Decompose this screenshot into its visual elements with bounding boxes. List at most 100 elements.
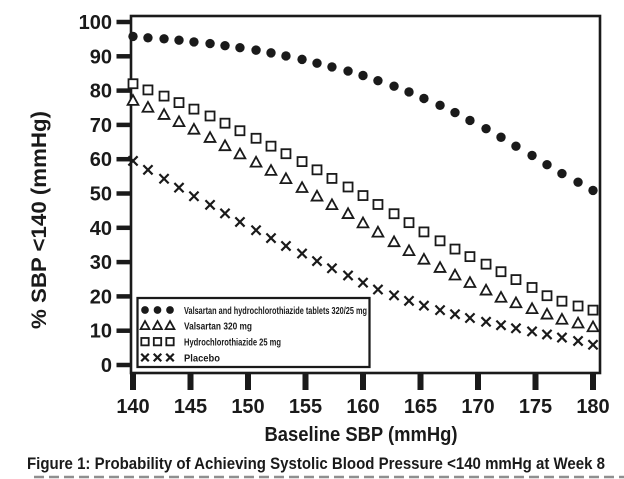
data-point [371,224,385,238]
data-point [219,117,231,129]
y-axis-title: % SBP <140 (mmHg) [28,111,51,329]
data-point [402,243,416,257]
data-point [172,114,186,128]
data-point [541,290,553,302]
data-point [187,122,201,135]
data-point [495,319,507,331]
data-point [141,100,155,113]
data-point [204,110,216,122]
data-point [142,164,154,176]
data-point [174,35,184,45]
data-point [494,290,508,303]
legend-label: Valsartan 320 mg [184,321,252,333]
open-square-legend-icon [140,337,150,347]
y-tick-label: 0 [101,355,112,377]
data-point [250,224,262,236]
data-point [540,306,554,320]
x-tick-label: 160 [346,396,379,418]
filled-circle-legend-icon [166,306,174,314]
data-point [173,182,185,194]
series-2 [126,93,600,333]
data-point [265,140,277,152]
data-point [525,301,539,314]
x-tick-label: 155 [289,396,322,418]
x-tick-label: 180 [576,396,609,418]
data-point [343,66,353,76]
open-triangle-legend-icon [151,319,164,331]
data-point [387,234,401,248]
data-point [526,326,538,337]
data-point [388,208,400,220]
data-point [143,33,153,43]
data-point [356,215,370,229]
y-tick-label: 20 [90,286,112,308]
data-point [556,332,568,343]
y-tick-label: 90 [90,46,112,68]
y-tick-label: 60 [90,149,112,171]
data-point [265,232,277,244]
data-point [127,155,139,167]
data-point [555,312,569,325]
data-point [510,274,522,285]
data-point [433,260,447,273]
data-point [449,308,461,320]
y-tick-label: 40 [90,218,112,240]
data-point [264,163,278,176]
data-point [127,78,139,90]
data-point [279,171,293,184]
data-point [204,199,216,211]
data-point [296,248,308,259]
data-point [481,123,491,134]
data-point [158,90,170,102]
data-point [341,206,355,219]
data-point [342,270,354,281]
data-point [495,266,507,278]
y-tick-label: 10 [90,321,112,343]
y-tick-label: 70 [90,115,112,137]
data-point [403,217,415,229]
data-point [372,199,384,210]
data-point [158,173,170,185]
legend-label: Placebo [184,352,220,364]
y-tick-label: 100 [79,12,112,34]
data-point [295,180,309,193]
data-point [587,339,599,351]
x-tick-label: 165 [404,396,437,418]
data-point [480,316,492,328]
data-point [510,322,522,334]
data-point [434,304,446,316]
data-point [417,252,431,265]
data-point [311,164,323,176]
data-point [526,282,538,293]
figure-caption: Figure 1: Probability of Achieving Systo… [27,454,605,473]
data-point [326,262,338,274]
data-point [511,141,521,151]
data-point [572,335,584,347]
data-point [205,38,215,49]
data-point [234,216,246,228]
legend-label: Hydrochlorothiazide 25 mg [184,336,281,348]
open-triangle-legend-icon [164,319,176,331]
data-point [435,100,445,111]
legend-label: Valsartan and hydrochlorothiazide tablet… [184,305,367,317]
data-point [280,148,292,160]
series-4 [127,155,599,351]
data-point [418,300,430,312]
data-point [311,255,323,267]
x-axis-title: Baseline SBP (mmHg) [265,424,458,446]
data-point [173,97,185,109]
data-point [556,295,568,307]
y-tick-label: 30 [90,252,112,274]
data-point [372,284,384,295]
data-point [358,70,368,81]
data-point [542,159,552,170]
data-point [310,188,324,202]
x-tick-label: 145 [174,396,207,418]
data-point [188,103,200,115]
data-point [450,107,460,118]
data-point [509,295,523,309]
data-point [280,240,292,252]
data-point [203,130,217,143]
